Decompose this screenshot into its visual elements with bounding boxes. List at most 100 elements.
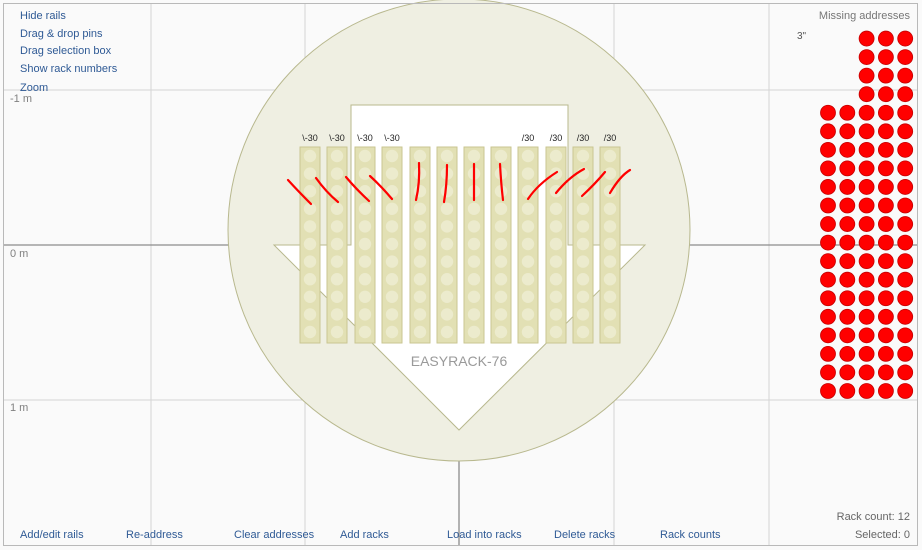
rack[interactable]: /30 [517, 133, 539, 344]
missing-address-dot[interactable] [858, 253, 875, 270]
rack[interactable] [436, 146, 458, 344]
missing-address-dot[interactable] [839, 179, 856, 195]
racks-group[interactable]: \-30 \-30 \-30 \-30/30/30/30/30 [299, 133, 621, 344]
missing-address-dot[interactable] [897, 383, 914, 399]
add-racks-link[interactable]: Add racks [340, 529, 389, 541]
missing-address-dot[interactable] [839, 308, 856, 325]
missing-address-dot[interactable] [878, 308, 894, 325]
missing-address-dot[interactable] [897, 197, 914, 214]
missing-address-dot[interactable] [820, 141, 836, 158]
missing-address-dot[interactable] [839, 271, 856, 288]
missing-address-dot[interactable] [897, 30, 914, 47]
rack[interactable]: \-30 [381, 133, 403, 344]
missing-address-dot[interactable] [897, 290, 914, 307]
missing-address-dot[interactable] [897, 234, 914, 251]
missing-address-dot[interactable] [858, 104, 875, 121]
missing-address-dot[interactable] [839, 141, 856, 158]
rack[interactable]: \-30 [299, 133, 321, 344]
missing-address-dot[interactable] [820, 197, 836, 214]
missing-address-dot[interactable] [897, 327, 914, 344]
add-edit-rails-link[interactable]: Add/edit rails [20, 529, 84, 541]
missing-address-dot[interactable] [897, 271, 914, 288]
drag-selection-box-link[interactable]: Drag selection box [20, 45, 112, 57]
missing-address-dot[interactable] [878, 49, 894, 65]
missing-address-dot[interactable] [897, 160, 914, 177]
drag-drop-pins-link[interactable]: Drag & drop pins [20, 28, 103, 40]
missing-address-dot[interactable] [858, 30, 875, 47]
missing-address-dot[interactable] [839, 197, 856, 214]
missing-address-dot[interactable] [878, 290, 894, 307]
missing-address-dot[interactable] [839, 123, 856, 140]
missing-address-dot[interactable] [839, 327, 856, 344]
rack[interactable]: /30 [599, 133, 621, 344]
missing-address-dot[interactable] [897, 86, 914, 103]
missing-address-dot[interactable] [820, 345, 836, 362]
missing-address-dot[interactable] [839, 364, 856, 381]
missing-address-dot[interactable] [878, 179, 894, 195]
missing-address-dot[interactable] [878, 141, 894, 158]
missing-address-dot[interactable] [839, 345, 856, 362]
missing-address-dot[interactable] [839, 234, 856, 251]
missing-address-dot[interactable] [897, 364, 914, 381]
missing-address-dot[interactable] [820, 383, 836, 399]
missing-address-dot[interactable] [897, 216, 914, 232]
rack[interactable]: \-30 [326, 133, 348, 344]
missing-address-dot[interactable] [878, 383, 894, 399]
missing-address-dot[interactable] [839, 160, 856, 177]
missing-address-dot[interactable] [820, 364, 836, 381]
rack[interactable] [409, 146, 431, 344]
missing-address-dot[interactable] [839, 216, 856, 232]
missing-address-dot[interactable] [878, 86, 894, 103]
missing-address-dot[interactable] [839, 104, 856, 121]
missing-address-dot[interactable] [878, 30, 894, 47]
missing-address-dot[interactable] [858, 234, 875, 251]
missing-address-dot[interactable] [878, 67, 894, 84]
rack[interactable]: /30 [545, 133, 567, 344]
missing-address-dot[interactable] [897, 49, 914, 65]
hide-rails-link[interactable]: Hide rails [20, 10, 66, 22]
missing-address-dot[interactable] [858, 197, 875, 214]
missing-address-dot[interactable] [820, 253, 836, 270]
missing-address-dot[interactable] [897, 67, 914, 84]
missing-address-dot[interactable] [858, 290, 875, 307]
missing-address-dot[interactable] [878, 197, 894, 214]
re-address-link[interactable]: Re-address [126, 529, 183, 541]
rack[interactable] [490, 146, 512, 344]
missing-address-dot[interactable] [897, 104, 914, 121]
missing-address-dot[interactable] [897, 308, 914, 325]
missing-address-dot[interactable] [878, 234, 894, 251]
missing-address-dot[interactable] [878, 216, 894, 232]
rack[interactable]: \-30 [354, 133, 376, 344]
missing-address-dot[interactable] [820, 160, 836, 177]
missing-address-dot[interactable] [878, 253, 894, 270]
missing-address-dot[interactable] [820, 104, 836, 121]
missing-address-dot[interactable] [820, 123, 836, 140]
missing-address-dot[interactable] [878, 160, 894, 177]
missing-address-dot[interactable] [878, 104, 894, 121]
missing-address-dot[interactable] [858, 123, 875, 140]
missing-address-dot[interactable] [858, 86, 875, 103]
missing-address-dot[interactable] [858, 67, 875, 84]
missing-address-dot[interactable] [858, 308, 875, 325]
rack[interactable]: /30 [572, 133, 594, 344]
missing-address-dot[interactable] [858, 271, 875, 288]
zoom-link[interactable]: Zoom [20, 82, 49, 94]
missing-address-dot[interactable] [858, 364, 875, 381]
missing-address-dot[interactable] [858, 141, 875, 158]
missing-address-dot[interactable] [897, 179, 914, 195]
clear-addresses-link[interactable]: Clear addresses [234, 529, 315, 541]
missing-address-dot[interactable] [897, 123, 914, 140]
show-rack-numbers-link[interactable]: Show rack numbers [20, 63, 118, 75]
missing-address-dot[interactable] [858, 327, 875, 344]
load-into-racks-link[interactable]: Load into racks [447, 529, 522, 541]
missing-address-dot[interactable] [897, 141, 914, 158]
delete-racks-link[interactable]: Delete racks [554, 529, 616, 541]
missing-address-dot[interactable] [839, 383, 856, 399]
missing-address-dot[interactable] [858, 345, 875, 362]
missing-address-dot[interactable] [820, 308, 836, 325]
missing-address-dot[interactable] [820, 327, 836, 344]
missing-address-dot[interactable] [858, 160, 875, 177]
missing-address-dot[interactable] [820, 290, 836, 307]
missing-address-dot[interactable] [839, 290, 856, 307]
